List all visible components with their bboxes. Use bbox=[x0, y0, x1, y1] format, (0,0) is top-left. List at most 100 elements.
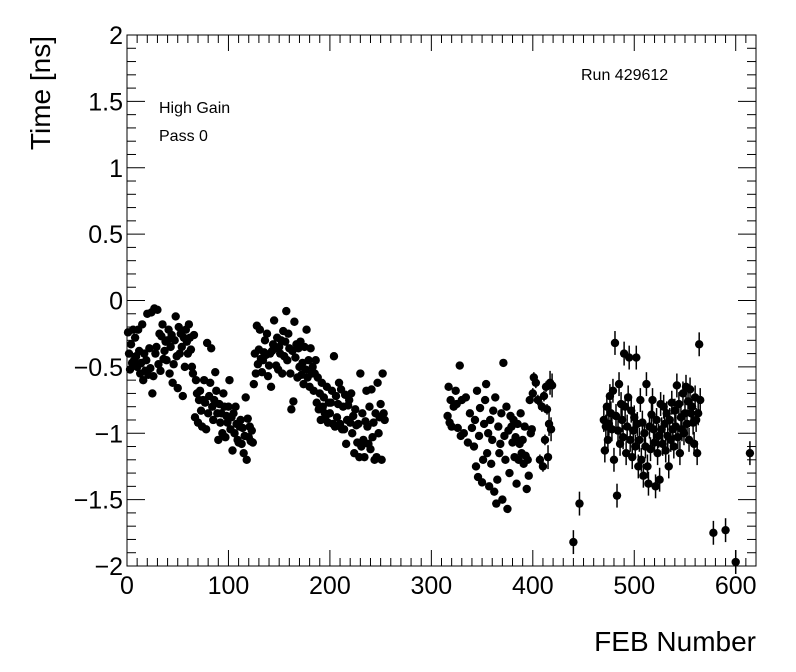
data-point bbox=[360, 452, 369, 462]
data-point bbox=[224, 402, 233, 411]
data-point bbox=[125, 365, 135, 374]
data-point bbox=[444, 382, 453, 391]
data-point bbox=[211, 367, 220, 377]
data-point bbox=[175, 349, 184, 358]
plot-frame bbox=[126, 34, 757, 567]
axis-ticks bbox=[126, 34, 757, 567]
data-point bbox=[126, 340, 136, 349]
data-point bbox=[647, 410, 656, 419]
data-point bbox=[189, 330, 199, 340]
data-point bbox=[492, 499, 501, 508]
data-point bbox=[152, 342, 161, 352]
data-point bbox=[154, 360, 163, 369]
data-point bbox=[631, 442, 640, 451]
data-point bbox=[184, 320, 194, 329]
data-point bbox=[367, 385, 376, 394]
data-point bbox=[191, 375, 201, 385]
data-point bbox=[622, 422, 632, 431]
data-point bbox=[264, 361, 274, 370]
data-point bbox=[520, 422, 529, 431]
data-point bbox=[629, 426, 638, 435]
data-point bbox=[502, 402, 511, 411]
data-point bbox=[249, 379, 259, 389]
data-point bbox=[378, 369, 387, 378]
data-point bbox=[628, 452, 637, 462]
data-point bbox=[208, 402, 217, 411]
data-point bbox=[664, 462, 673, 471]
data-point bbox=[349, 411, 358, 421]
data-point bbox=[665, 415, 674, 425]
data-point bbox=[284, 329, 293, 338]
data-point bbox=[643, 462, 652, 471]
data-point bbox=[286, 369, 295, 378]
data-point bbox=[612, 491, 622, 500]
data-point bbox=[615, 439, 625, 449]
data-point bbox=[679, 429, 689, 438]
data-point bbox=[533, 395, 543, 405]
data-point bbox=[180, 362, 190, 372]
data-point bbox=[130, 333, 140, 342]
data-point bbox=[374, 429, 383, 438]
run-label: Run 429612 bbox=[581, 67, 668, 84]
data-point bbox=[281, 337, 290, 346]
data-point bbox=[653, 448, 662, 458]
data-point bbox=[266, 382, 276, 391]
data-point bbox=[325, 409, 335, 418]
data-point bbox=[376, 399, 385, 409]
data-point bbox=[148, 389, 157, 398]
data-point bbox=[169, 360, 178, 369]
data-point bbox=[368, 433, 377, 442]
data-point bbox=[348, 429, 357, 438]
data-point bbox=[620, 402, 630, 411]
data-point bbox=[646, 444, 655, 454]
y-tick-label: −2 bbox=[94, 553, 123, 581]
data-point bbox=[547, 381, 557, 390]
data-point bbox=[289, 397, 298, 406]
x-tick-labels: 0 100 200 300 400 500 600 bbox=[120, 572, 757, 600]
data-point bbox=[365, 402, 374, 411]
data-point bbox=[196, 406, 206, 415]
data-point bbox=[499, 358, 508, 368]
data-point bbox=[523, 455, 532, 464]
data-point bbox=[186, 345, 196, 354]
data-point bbox=[496, 439, 505, 449]
data-point bbox=[608, 386, 618, 395]
data-point bbox=[212, 386, 221, 395]
data-point bbox=[262, 329, 272, 338]
data-point bbox=[282, 306, 291, 316]
y-tick-label: −1.5 bbox=[74, 487, 123, 515]
data-point bbox=[661, 446, 670, 455]
data-point bbox=[166, 342, 175, 352]
data-point bbox=[373, 378, 382, 388]
data-point bbox=[637, 455, 646, 464]
data-point bbox=[525, 395, 534, 405]
data-point bbox=[474, 431, 484, 441]
data-point bbox=[575, 499, 584, 508]
data-point bbox=[624, 353, 634, 362]
data-point bbox=[243, 414, 252, 423]
data-point bbox=[642, 379, 651, 389]
data-point bbox=[153, 305, 162, 314]
data-point bbox=[472, 386, 482, 395]
data-point bbox=[200, 398, 210, 407]
data-point bbox=[651, 482, 660, 491]
data-point bbox=[501, 455, 510, 464]
data-point bbox=[650, 438, 659, 447]
data-point bbox=[546, 425, 556, 434]
data-point bbox=[602, 402, 612, 411]
data-point bbox=[145, 344, 154, 353]
data-point bbox=[638, 418, 647, 427]
data-point bbox=[527, 425, 536, 434]
data-point bbox=[467, 423, 477, 433]
data-point bbox=[662, 409, 671, 418]
y-tick-label: 1.5 bbox=[88, 88, 123, 116]
data-point bbox=[334, 378, 344, 388]
data-point bbox=[627, 406, 636, 415]
data-point bbox=[174, 322, 183, 332]
data-point bbox=[379, 409, 388, 418]
data-point bbox=[302, 325, 311, 334]
data-point bbox=[617, 415, 627, 425]
data-point bbox=[669, 442, 679, 451]
data-point bbox=[694, 340, 704, 349]
data-point bbox=[195, 386, 205, 395]
